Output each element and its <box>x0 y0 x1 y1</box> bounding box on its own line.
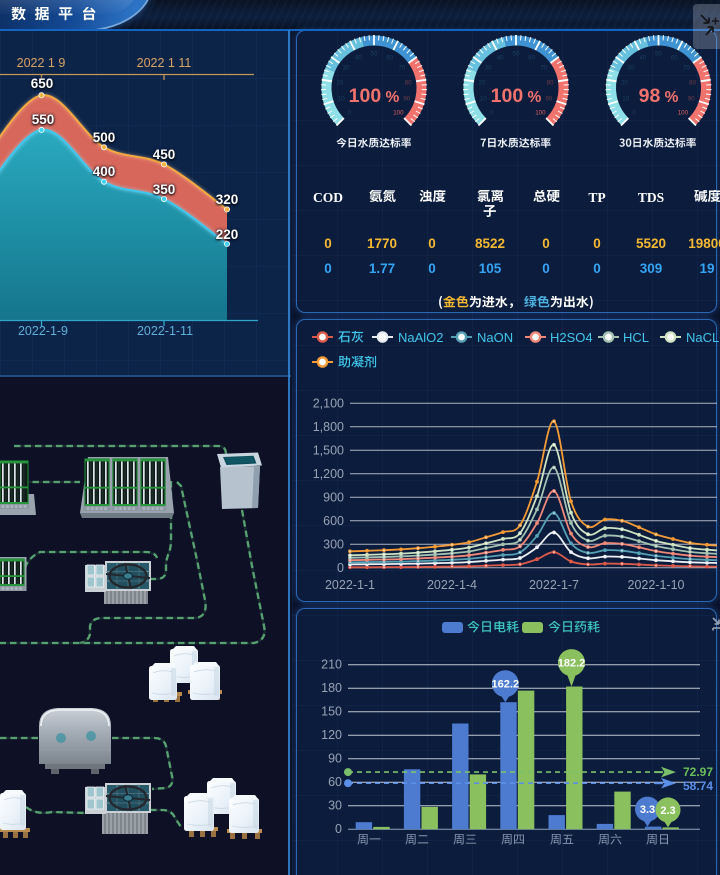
svg-text:2022-1-4: 2022-1-4 <box>427 578 477 592</box>
svg-text:90: 90 <box>545 96 552 103</box>
svg-text:90: 90 <box>688 96 695 103</box>
svg-text:3.3: 3.3 <box>640 804 655 816</box>
svg-text:2022-1-10: 2022-1-10 <box>628 578 685 592</box>
svg-text:150: 150 <box>321 705 342 719</box>
svg-text:80: 80 <box>547 80 554 87</box>
svg-text:40: 40 <box>355 54 362 61</box>
svg-text:2022-1-1: 2022-1-1 <box>325 578 375 592</box>
svg-text:210: 210 <box>321 658 342 672</box>
svg-text:2022-1-7: 2022-1-7 <box>529 578 579 592</box>
svg-text:70: 70 <box>540 65 547 72</box>
svg-text:70: 70 <box>683 65 690 72</box>
svg-text:100 %: 100 % <box>491 85 542 107</box>
svg-text:20: 20 <box>478 80 485 87</box>
svg-text:100: 100 <box>535 109 546 116</box>
svg-text:70: 70 <box>398 65 405 72</box>
svg-text:100: 100 <box>393 109 404 116</box>
svg-text:2.3: 2.3 <box>660 805 675 817</box>
svg-text:98 %: 98 % <box>639 85 679 107</box>
svg-text:80: 80 <box>405 80 412 87</box>
svg-text:1,200: 1,200 <box>313 467 344 481</box>
svg-text:30: 30 <box>328 799 342 813</box>
svg-text:600: 600 <box>323 514 344 528</box>
svg-text:58.74: 58.74 <box>683 779 713 793</box>
svg-text:0: 0 <box>337 561 344 575</box>
svg-text:1,500: 1,500 <box>313 443 344 457</box>
svg-text:162.2: 162.2 <box>492 679 520 691</box>
svg-text:20: 20 <box>336 80 343 87</box>
svg-text:60: 60 <box>528 54 535 61</box>
svg-text:10: 10 <box>480 96 487 103</box>
svg-text:30: 30 <box>627 65 634 72</box>
svg-text:0: 0 <box>335 822 342 836</box>
svg-text:72.97: 72.97 <box>683 765 713 779</box>
svg-text:60: 60 <box>328 775 342 789</box>
svg-text:180: 180 <box>321 681 342 695</box>
svg-text:20: 20 <box>621 80 628 87</box>
svg-text:90: 90 <box>328 752 342 766</box>
svg-text:2,100: 2,100 <box>313 396 344 410</box>
svg-text:900: 900 <box>323 490 344 504</box>
svg-text:30: 30 <box>485 65 492 72</box>
svg-text:0: 0 <box>348 109 352 116</box>
svg-text:50: 50 <box>513 51 520 58</box>
svg-text:1,800: 1,800 <box>313 420 344 434</box>
svg-text:40: 40 <box>497 54 504 61</box>
svg-text:50: 50 <box>655 51 662 58</box>
svg-text:300: 300 <box>323 537 344 551</box>
svg-text:60: 60 <box>671 54 678 61</box>
svg-text:10: 10 <box>622 96 629 103</box>
svg-text:40: 40 <box>639 54 646 61</box>
svg-text:120: 120 <box>321 728 342 742</box>
svg-text:60: 60 <box>386 54 393 61</box>
svg-text:80: 80 <box>689 80 696 87</box>
svg-text:182.2: 182.2 <box>558 658 586 670</box>
svg-text:100: 100 <box>678 109 689 116</box>
svg-text:10: 10 <box>338 96 345 103</box>
svg-text:100 %: 100 % <box>349 85 400 107</box>
svg-text:50: 50 <box>371 51 378 58</box>
svg-text:90: 90 <box>403 96 410 103</box>
svg-text:0: 0 <box>490 109 494 116</box>
svg-text:0: 0 <box>632 109 636 116</box>
svg-text:30: 30 <box>343 65 350 72</box>
